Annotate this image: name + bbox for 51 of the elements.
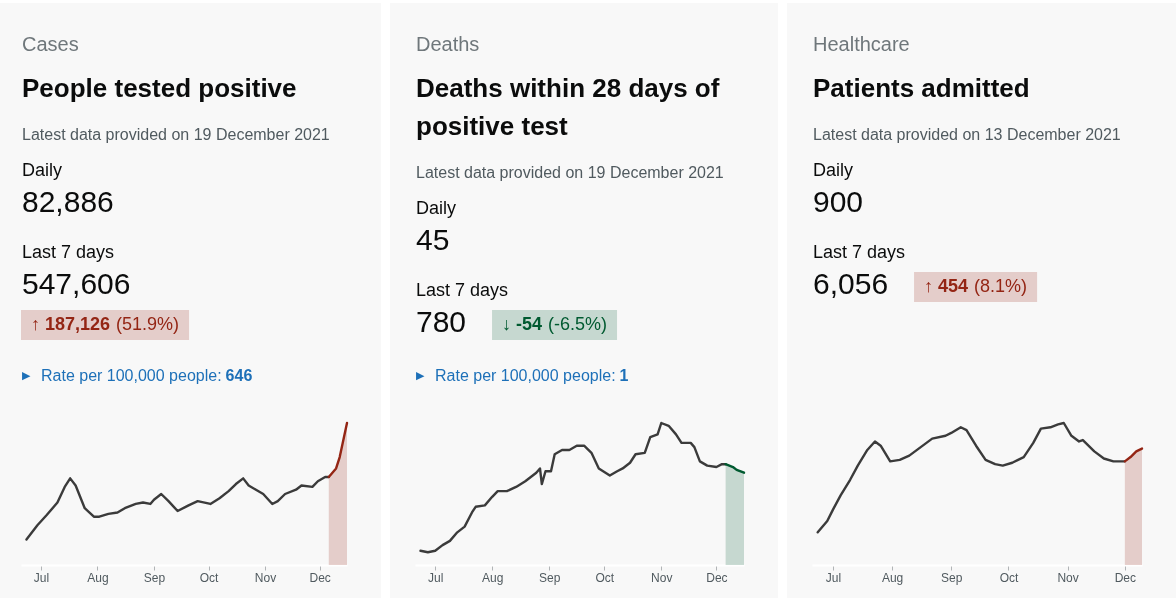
chart-title: People tested positive bbox=[22, 73, 297, 103]
x-tick-label: Oct bbox=[199, 570, 220, 585]
chart-title: Patients admitted bbox=[813, 73, 1030, 103]
x-tick-label: Sep bbox=[941, 570, 963, 585]
x-tick-label: Dec bbox=[309, 570, 331, 585]
x-tick-label: Aug bbox=[87, 570, 109, 585]
x-tick-label: Sep bbox=[143, 570, 166, 585]
text: (-6.5%) bbox=[548, 314, 608, 334]
x-tick-label: Jul bbox=[428, 570, 444, 585]
text: 82,886 bbox=[22, 185, 114, 218]
text: 780 bbox=[416, 305, 467, 338]
text: Deaths bbox=[416, 33, 480, 55]
text: Last 7 days bbox=[416, 280, 509, 300]
text: 45 bbox=[416, 223, 450, 256]
text: ▶ bbox=[416, 369, 425, 381]
x-tick-label: Sep bbox=[538, 570, 561, 585]
x-tick-label: Nov bbox=[651, 570, 673, 585]
text: Daily bbox=[416, 198, 457, 218]
x-tick-label: Aug bbox=[881, 570, 904, 585]
x-tick-label: Aug bbox=[482, 570, 504, 585]
x-tick-label: Nov bbox=[254, 570, 277, 585]
text: Daily bbox=[22, 160, 63, 180]
text: ↑ 454 bbox=[924, 276, 969, 296]
x-tick-label: Jul bbox=[33, 570, 50, 585]
text: 6,056 bbox=[813, 267, 889, 300]
text: 547,606 bbox=[22, 267, 131, 300]
text: (8.1%) bbox=[974, 276, 1028, 296]
text: (51.9%) bbox=[116, 314, 180, 334]
x-tick-label: Jul bbox=[825, 570, 842, 585]
x-tick-label: Dec bbox=[706, 570, 728, 585]
x-tick-label: Dec bbox=[1114, 570, 1136, 585]
text: Latest data provided on 19 December 2021 bbox=[22, 126, 330, 143]
text: ▶ bbox=[22, 369, 31, 381]
chart-title: Deaths within 28 days of positive test bbox=[416, 73, 720, 141]
text: 646 bbox=[225, 367, 253, 384]
text: ↑ 187,126 bbox=[31, 314, 111, 334]
text: 1 bbox=[619, 367, 629, 384]
x-tick-label: Nov bbox=[1057, 570, 1079, 585]
text: Daily bbox=[813, 160, 854, 180]
text: Latest data provided on 19 December 2021 bbox=[416, 164, 724, 181]
text: Last 7 days bbox=[22, 242, 115, 262]
text: Rate per 100,000 people: bbox=[41, 367, 222, 384]
text: Healthcare bbox=[813, 33, 910, 55]
text: Rate per 100,000 people: bbox=[435, 367, 616, 384]
text: ↓ -54 bbox=[502, 314, 543, 334]
text: Last 7 days bbox=[813, 242, 906, 262]
x-tick-label: Oct bbox=[999, 570, 1019, 585]
text: 900 bbox=[813, 185, 864, 218]
text: Cases bbox=[22, 33, 79, 55]
text: Latest data provided on 13 December 2021 bbox=[813, 126, 1121, 143]
x-tick-label: Oct bbox=[595, 570, 615, 585]
